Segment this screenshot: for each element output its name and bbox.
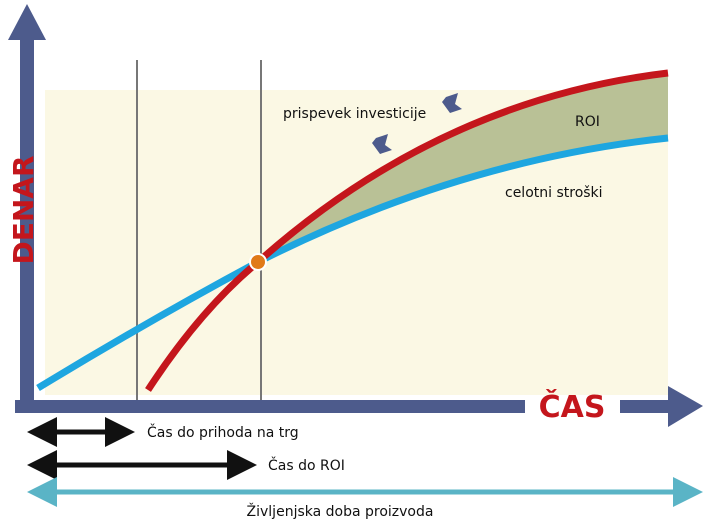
x-axis [15,400,525,413]
x-axis-label: ČAS [539,388,606,425]
span-label: Življenjska doba proizvoda [247,502,434,520]
roi-label: ROI [575,114,600,130]
revenue-label: prispevek investicije [283,106,426,122]
revenue-curve [145,69,669,392]
pointer-arrow [372,134,392,154]
cost-label: celotni stroški [505,185,603,201]
y-axis-label: DENAR [7,155,40,264]
break-even-point [249,253,267,271]
x-axis [620,400,672,413]
x-axis-arrow [668,386,703,427]
cost-curve [36,134,669,391]
y-axis-arrow [8,4,46,40]
span-label: Čas do prihoda na trg [147,423,299,441]
pointer-arrow [442,93,462,113]
span-label: Čas do ROI [268,456,345,474]
y-axis [20,35,34,407]
